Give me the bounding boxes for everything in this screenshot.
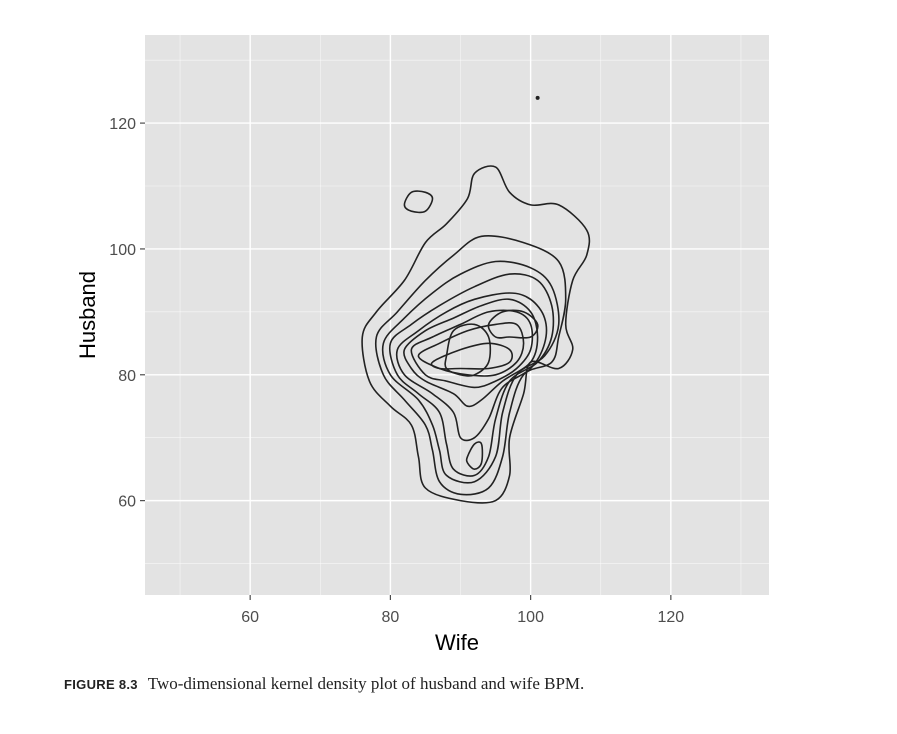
y-tick-label: 120 (109, 116, 136, 133)
contour-line (403, 190, 434, 214)
figure-caption: FIGURE 8.3 Two-dimensional kernel density… (64, 674, 584, 694)
contour-line (417, 321, 525, 377)
x-axis-title: Wife (435, 630, 479, 655)
contour-lines (361, 165, 591, 504)
contour-line (395, 292, 548, 442)
y-axis-title: Husband (75, 271, 100, 359)
y-tick-label: 100 (109, 242, 136, 259)
contour-line (465, 441, 484, 470)
x-tick-label: 80 (381, 609, 399, 626)
y-tick-label: 80 (118, 368, 136, 385)
x-tick-label: 60 (241, 609, 259, 626)
y-tick-label: 60 (118, 494, 136, 511)
figure-label: FIGURE 8.3 (64, 677, 138, 692)
caption-text: Two-dimensional kernel density plot of h… (147, 674, 585, 693)
contour-line (487, 309, 539, 339)
contour-line (444, 323, 492, 377)
plot-panel (145, 35, 769, 595)
contour-line (403, 298, 539, 408)
contour-line (375, 235, 567, 496)
x-tick-label: 120 (657, 609, 684, 626)
axes: 60 80 100 120 60 80 100 120 (109, 116, 684, 626)
data-points (535, 95, 540, 100)
data-point (535, 95, 540, 100)
x-tick-label: 100 (517, 609, 544, 626)
contour-line (361, 165, 591, 504)
contour-line (410, 309, 534, 389)
contour-line (430, 342, 514, 370)
